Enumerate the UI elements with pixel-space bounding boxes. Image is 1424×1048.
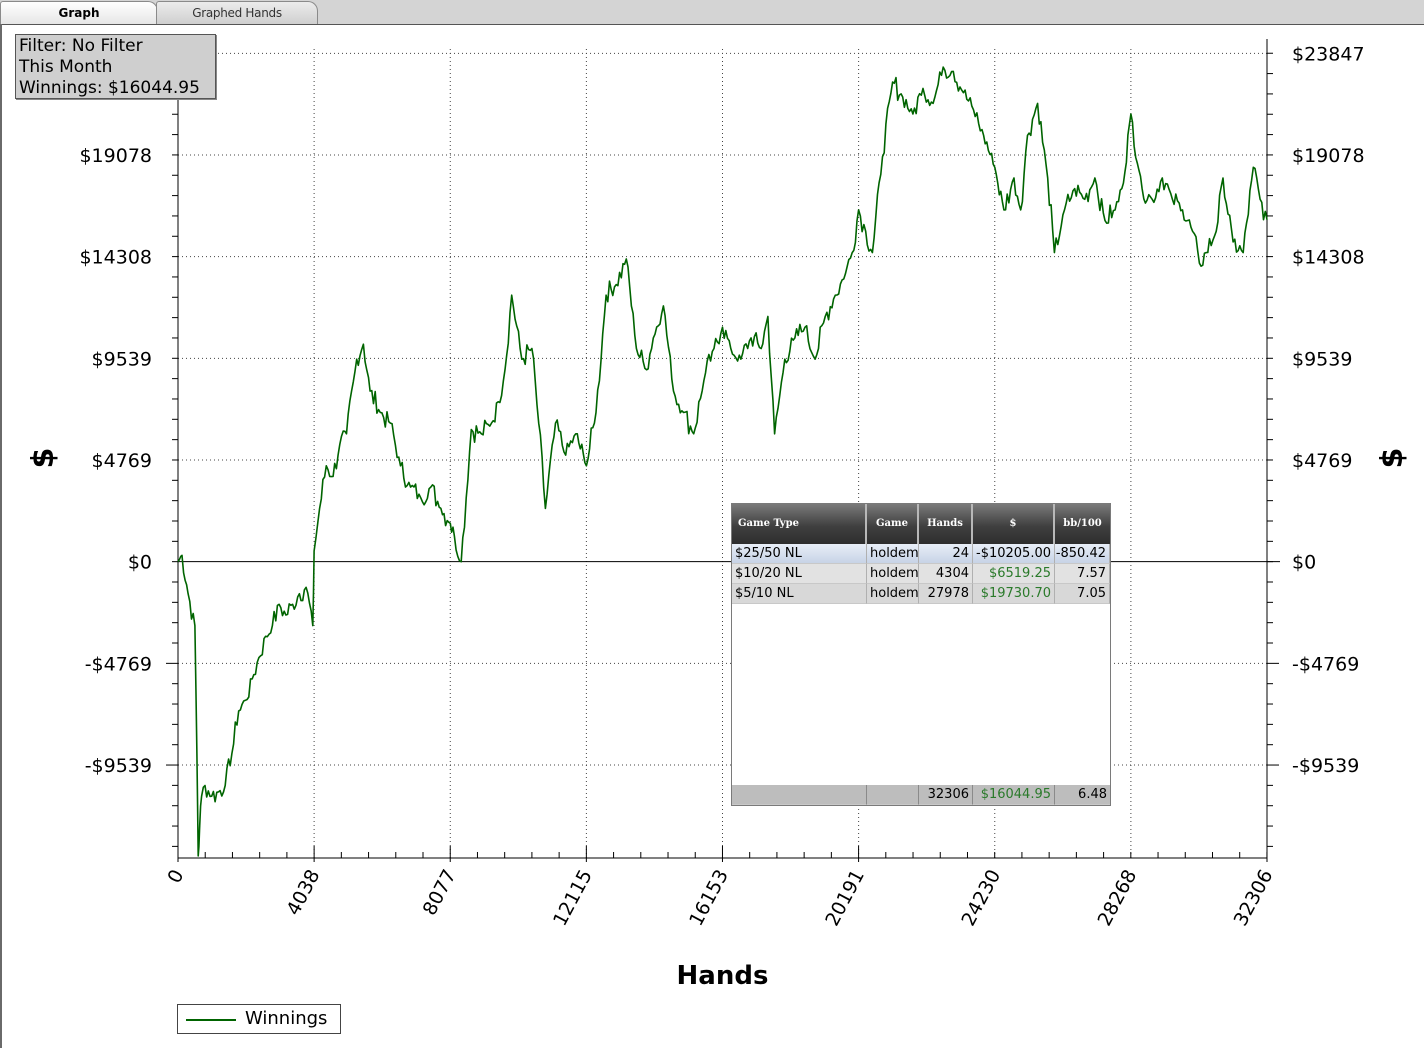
filter-text: Filter: No Filter	[19, 36, 143, 56]
y-tick-label-right: $14308	[1292, 247, 1365, 269]
table-header: Game Type Description Game Hands $ bb/10…	[732, 504, 1110, 569]
y-axis-title-left: $	[26, 448, 61, 469]
y-tick-label-right: $0	[1292, 552, 1316, 574]
x-tick-label: 32306	[1230, 866, 1278, 930]
chart-grid	[177, 49, 1280, 858]
cell-description: $10/20 NL	[732, 564, 867, 584]
winnings-text: Winnings: $16044.95	[19, 78, 200, 98]
y-tick-label-left: $0	[128, 552, 152, 574]
x-tick-label: 4038	[282, 866, 324, 919]
series-line-winnings	[177, 66, 1268, 857]
y-tick-label-right: -$4769	[1292, 653, 1359, 675]
cell-hands: 24	[919, 544, 973, 564]
cell-game: holdem	[867, 564, 919, 584]
legend-label: Winnings	[245, 1008, 328, 1029]
header-amount[interactable]: $	[973, 504, 1055, 544]
y-tick-label-left: -$9539	[85, 755, 152, 777]
cell-amount: $6519.25	[973, 564, 1055, 584]
x-tick-label: 16153	[685, 866, 733, 930]
table-row[interactable]: $5/10 NL holdem 27978 $19730.70 7.05	[732, 584, 1110, 604]
table-row[interactable]: $25/50 NL holdem 24 -$10205.00 -850.42	[732, 544, 1110, 564]
chart-labels: -$9539 -$9539 -$4769 -$4769 $0 $0 $4769 $4769 $9…	[26, 43, 1410, 991]
total-cell-empty	[732, 785, 867, 805]
total-hands: 32306	[919, 785, 973, 805]
header-game-type-description[interactable]: Game Type Description	[732, 504, 867, 569]
header-hands[interactable]: Hands	[919, 504, 973, 544]
table-row[interactable]: $10/20 NL holdem 4304 $6519.25 7.57	[732, 564, 1110, 584]
y-tick-label-left: $19078	[79, 145, 152, 167]
cell-bb100: 7.05	[1055, 584, 1110, 604]
table-totals-row: 32306 $16044.95 6.48	[732, 785, 1110, 805]
x-tick-label: 12115	[549, 866, 597, 930]
total-cell-empty	[867, 785, 919, 805]
x-axis-title: Hands	[677, 961, 769, 991]
x-tick-label: 8077	[419, 866, 461, 919]
cell-amount: $19730.70	[973, 584, 1055, 604]
header-game[interactable]: Game	[867, 504, 919, 544]
y-tick-label-left: $14308	[79, 247, 152, 269]
total-amount: $16044.95	[973, 785, 1055, 805]
chart-axes	[166, 39, 1279, 862]
cell-game: holdem	[867, 544, 919, 564]
cell-hands: 27978	[919, 584, 973, 604]
game-type-table: Game Type Description Game Hands $ bb/10…	[731, 503, 1111, 806]
cell-amount: -$10205.00	[973, 544, 1055, 564]
y-axis-title-right: $	[1375, 448, 1410, 469]
y-tick-label-right: $19078	[1292, 145, 1365, 167]
cell-bb100: -850.42	[1055, 544, 1110, 564]
legend-swatch	[186, 1019, 236, 1021]
y-tick-label-left: -$4769	[85, 653, 152, 675]
y-tick-label-right: -$9539	[1292, 755, 1359, 777]
period-text: This Month	[19, 57, 113, 77]
y-tick-label-right: $23847	[1292, 43, 1365, 65]
cell-bb100: 7.57	[1055, 564, 1110, 584]
y-tick-label-right: $9539	[1292, 348, 1352, 370]
cell-game: holdem	[867, 584, 919, 604]
header-bb100[interactable]: bb/100	[1055, 504, 1110, 544]
cell-hands: 4304	[919, 564, 973, 584]
cell-description: $25/50 NL	[732, 544, 867, 564]
chart-series	[177, 66, 1268, 857]
tab-bar: Graph Graphed Hands	[0, 0, 1424, 25]
x-tick-label: 0	[163, 866, 188, 887]
y-tick-label-right: $4769	[1292, 450, 1352, 472]
x-tick-label: 20191	[821, 866, 869, 930]
chart-legend: Winnings	[177, 1004, 341, 1034]
y-tick-label-left: $9539	[92, 348, 152, 370]
cell-description: $5/10 NL	[732, 584, 867, 604]
filter-info-box: Filter: No Filter This Month Winnings: $…	[15, 34, 216, 99]
tab-graphed-hands[interactable]: Graphed Hands	[156, 1, 318, 24]
total-bb100: 6.48	[1055, 785, 1110, 805]
x-tick-label: 24230	[957, 866, 1005, 930]
frame-border	[0, 24, 2, 1048]
y-tick-label-left: $4769	[92, 450, 152, 472]
x-tick-label: 28268	[1093, 866, 1141, 930]
